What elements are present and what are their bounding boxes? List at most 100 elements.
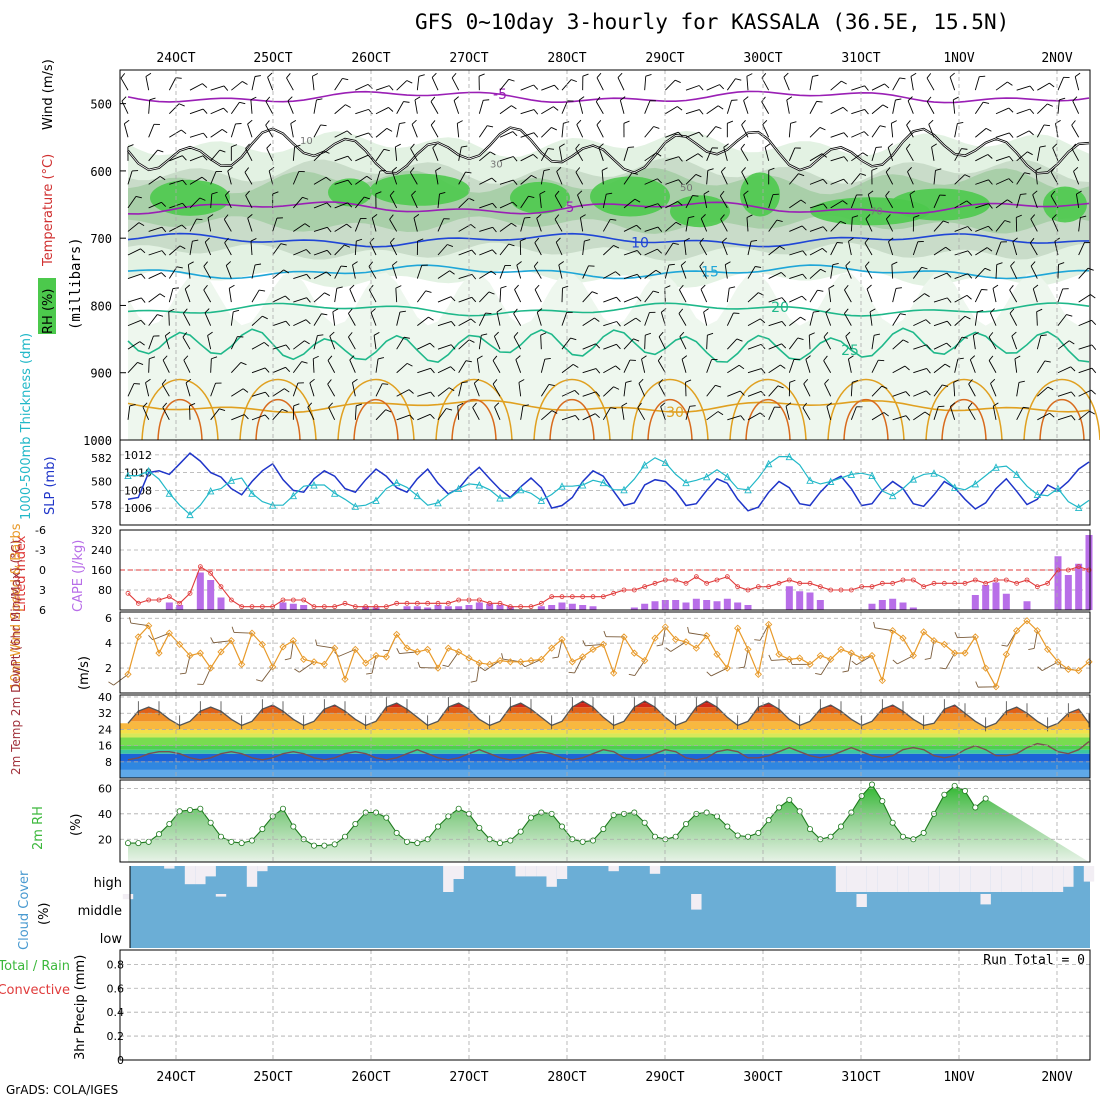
wind10m-barb-flag (874, 622, 875, 628)
rh2m-point (632, 810, 637, 815)
wind10m-barb (448, 652, 458, 667)
wind10m-barb-flag (108, 682, 113, 685)
cape-bar (786, 586, 793, 610)
wind10m-barb-flag (925, 658, 931, 659)
cloud-clear-block (205, 866, 215, 876)
cape-bar (414, 606, 421, 610)
cloud-clear-block (546, 866, 556, 887)
wind-barb-flag (1092, 320, 1096, 324)
wind-barb-flag (837, 243, 843, 244)
cape-tick: 160 (91, 564, 112, 577)
isotherm-label-10: 10 (631, 236, 649, 252)
wind10m-barb (946, 653, 955, 669)
rh2m-point (497, 840, 502, 845)
cloud-clear-block (164, 866, 174, 869)
rh2m-point (973, 805, 978, 810)
wind10m-barb (1042, 662, 1058, 671)
temp-band (120, 762, 1090, 770)
date-tick-bottom: 26OCT (351, 1070, 390, 1085)
rh2m-point (652, 834, 657, 839)
temp-band (120, 729, 1090, 733)
temp-band (120, 746, 1090, 750)
ylabel-cloud: Cloud Cover (17, 870, 32, 950)
rh2m-point (942, 792, 947, 797)
rh-high-patch (150, 180, 230, 216)
cape-bar (993, 583, 1000, 611)
cloud-clear-block (1063, 866, 1073, 887)
cloud-clear-block (650, 866, 660, 874)
temp-band (120, 770, 1090, 778)
date-tick-top: 28OCT (547, 51, 586, 66)
wind-barb-flag (341, 266, 347, 267)
rh2m-point (208, 820, 213, 825)
rh2m-point (559, 824, 564, 829)
ylabel-temperature: Temperature (°C) (41, 154, 56, 267)
cape-bar (445, 606, 452, 610)
wind-barb (149, 359, 150, 373)
cape-bar (972, 595, 979, 610)
wind10m-barb-flag (657, 645, 663, 646)
wind10m-barb-flag (471, 681, 477, 682)
cloud-clear-block (195, 866, 205, 884)
wind-barb-flag (1020, 194, 1026, 195)
cloud-clear-block (970, 866, 980, 892)
cloud-clear-block (123, 894, 133, 899)
wind10m-barb-flag (976, 682, 978, 688)
rh-contour-label: 70 (870, 207, 883, 218)
thickness-tick: 578 (91, 499, 112, 512)
cape-tick: 320 (91, 524, 112, 537)
wind10m-barb-flag (707, 672, 711, 676)
rh2m-point (518, 829, 523, 834)
cloud-clear-block (960, 866, 970, 892)
rh2m-point (249, 838, 254, 843)
cloud-clear-block (898, 866, 908, 892)
rh2m-point (807, 826, 812, 831)
ylabel-temp2m: 2m Temp 2m DewPt (6hr Min/Max) (°C) (9, 540, 23, 775)
cloud-level-low: low (100, 932, 123, 947)
ylabel-millibars: (millibars) (68, 237, 84, 330)
wind10m-barb-flag (842, 671, 848, 672)
rh2m-point (332, 842, 337, 847)
cape-bar (486, 604, 493, 610)
cape-bar (404, 606, 411, 610)
ylabel-wind: Wind (m/s) (41, 59, 56, 130)
rh2m-point (136, 840, 141, 845)
rh2m-point (725, 824, 730, 829)
rh2m-point (384, 815, 389, 820)
rh2m-point (890, 820, 895, 825)
wind10m-barb-flag (418, 662, 420, 668)
cloud-clear-block (247, 866, 257, 887)
wind10m-barb-flag (180, 673, 186, 674)
rh2m-point (456, 806, 461, 811)
cloud-clear-block (1022, 866, 1032, 892)
wind-barb-flag (1092, 368, 1096, 373)
cloud-clear-block (1084, 866, 1094, 882)
cape-bar (290, 604, 297, 610)
wind10m-barb (821, 659, 831, 674)
li-tick: -3 (35, 544, 46, 557)
temp-band (120, 713, 1090, 721)
wind10m-barb (897, 656, 913, 664)
wind10m-barb-flag (502, 653, 503, 659)
cloud-clear-block (526, 866, 536, 876)
ylabel-rh-unit: (%) (69, 814, 84, 837)
cloud-level-middle: middle (78, 904, 122, 919)
wind10m-barb-flag (815, 673, 821, 674)
li-line (128, 567, 1089, 607)
pressure-tick: 1000 (83, 434, 112, 448)
slp-tick: 1006 (124, 502, 152, 515)
cape-bar (703, 600, 710, 610)
cloud-clear-block (836, 866, 846, 892)
rh2m-point (260, 826, 265, 831)
wind10m-barb-flag (940, 668, 946, 669)
cloud-clear-block (929, 866, 939, 892)
precip-tick: 0.8 (107, 958, 125, 971)
rh2m-point (446, 814, 451, 819)
rh2m-point (291, 824, 296, 829)
rh-high-patch (370, 174, 470, 206)
thickness-tick: 580 (91, 476, 112, 489)
wind10m-barb-flag (955, 632, 957, 638)
cape-bar (672, 600, 679, 610)
cloud-clear-block (991, 866, 1001, 892)
rh2m-point (167, 821, 172, 826)
